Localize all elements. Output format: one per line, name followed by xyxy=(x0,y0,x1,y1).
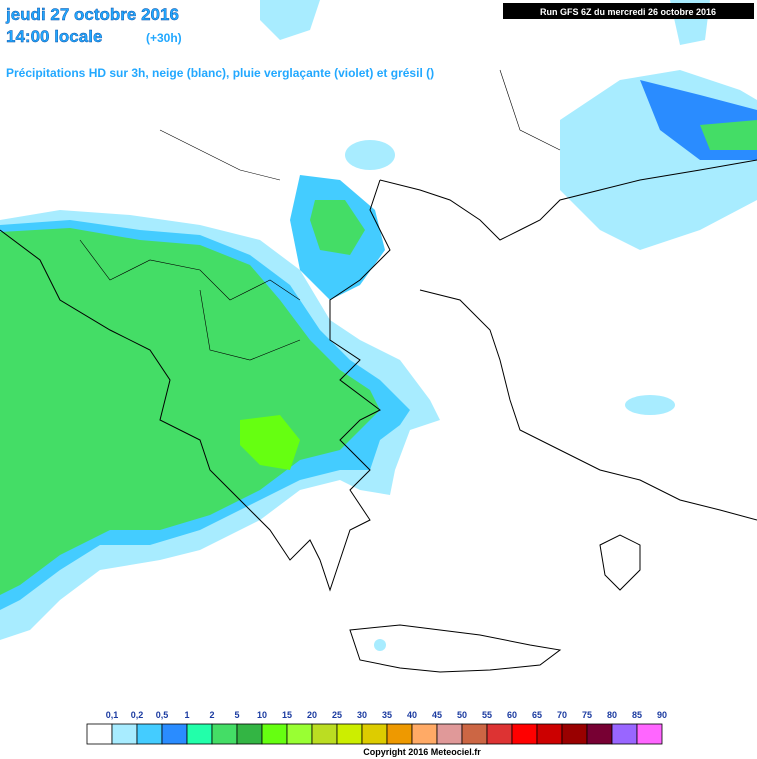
legend-label: 2 xyxy=(209,710,214,720)
legend-swatch xyxy=(136,723,163,745)
legend-label: 90 xyxy=(657,710,667,720)
legend-label: 50 xyxy=(457,710,467,720)
legend-label: 5 xyxy=(234,710,239,720)
legend-swatch xyxy=(461,723,488,745)
legend-label: 15 xyxy=(282,710,292,720)
legend-label: 80 xyxy=(607,710,617,720)
legend-swatch xyxy=(511,723,538,745)
legend-label: 70 xyxy=(557,710,567,720)
legend-swatch xyxy=(636,723,663,745)
legend-label: 0,5 xyxy=(156,710,169,720)
legend-swatch xyxy=(586,723,613,745)
legend-swatch xyxy=(436,723,463,745)
time-offset: (+30h) xyxy=(146,31,182,45)
run-banner xyxy=(503,3,754,19)
legend-label: 1 xyxy=(184,710,189,720)
legend-swatch xyxy=(611,723,638,745)
legend-label: 25 xyxy=(332,710,342,720)
precipitation-areas xyxy=(0,0,757,651)
legend: 0,1 0,2 0,5 1 2 5 10 15 20 25 30 35 40 45 50 55 60 65 70 75… xyxy=(86,710,667,745)
copyright: Copyright 2016 Meteociel.fr xyxy=(363,747,481,757)
legend-swatch xyxy=(486,723,513,745)
legend-label: 20 xyxy=(307,710,317,720)
legend-swatch xyxy=(561,723,588,745)
legend-swatch xyxy=(261,723,288,745)
subtitle: Précipitations HD sur 3h, neige (blanc),… xyxy=(6,66,434,80)
legend-swatch xyxy=(161,723,188,745)
legend-swatch xyxy=(186,723,213,745)
legend-swatch xyxy=(211,723,238,745)
legend-swatch xyxy=(411,723,438,745)
legend-swatch xyxy=(86,723,113,745)
time-title: 14:00 locale xyxy=(6,27,102,46)
coastlines xyxy=(0,69,757,673)
legend-label: 40 xyxy=(407,710,417,720)
legend-swatch xyxy=(336,723,363,745)
legend-label: 65 xyxy=(532,710,542,720)
legend-swatch xyxy=(286,723,313,745)
legend-label: 55 xyxy=(482,710,492,720)
legend-swatch xyxy=(111,723,138,745)
legend-label: 75 xyxy=(582,710,592,720)
legend-label: 45 xyxy=(432,710,442,720)
legend-label: 0,1 xyxy=(106,710,119,720)
legend-swatch xyxy=(311,723,338,745)
legend-swatch xyxy=(536,723,563,745)
date-title: jeudi 27 octobre 2016 xyxy=(5,5,179,24)
legend-swatch xyxy=(236,723,263,745)
legend-label: 10 xyxy=(257,710,267,720)
legend-label: 30 xyxy=(357,710,367,720)
run-label: Run GFS 6Z du mercredi 26 octobre 2016 xyxy=(540,7,716,17)
legend-label: 35 xyxy=(382,710,392,720)
legend-label: 85 xyxy=(632,710,642,720)
legend-swatch xyxy=(386,723,413,745)
legend-label: 60 xyxy=(507,710,517,720)
legend-label: 0,2 xyxy=(131,710,144,720)
legend-swatch xyxy=(361,723,388,745)
